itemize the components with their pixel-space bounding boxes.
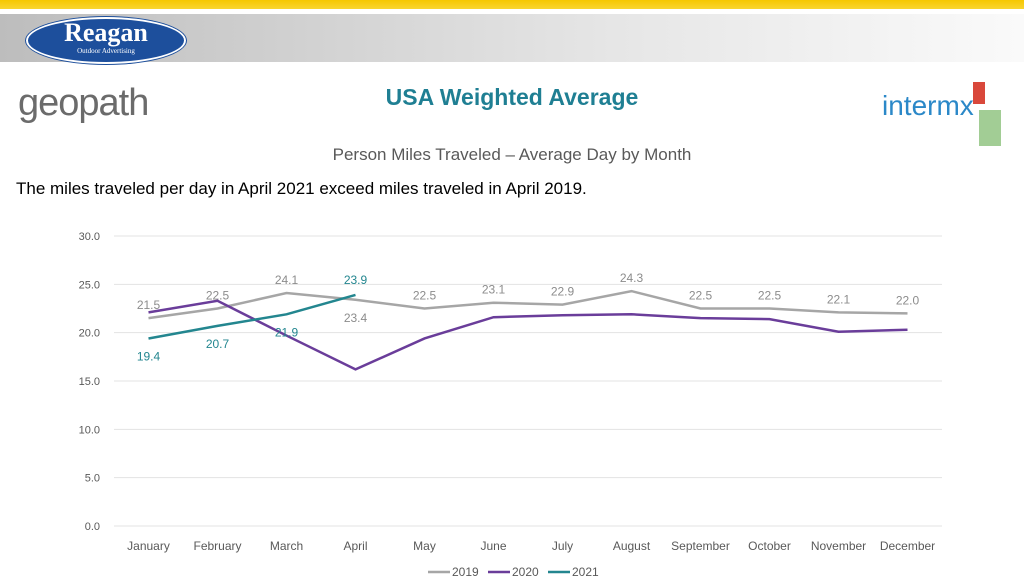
data-label-2019: 24.1 bbox=[275, 273, 299, 287]
intermx-logo-text: intermx bbox=[882, 90, 974, 121]
legend-label-2020: 2020 bbox=[512, 565, 539, 579]
y-tick-label: 15.0 bbox=[79, 376, 100, 388]
data-label-2019: 22.5 bbox=[758, 289, 782, 303]
geopath-logo: geopath bbox=[18, 82, 149, 124]
reagan-logo: Reagan Outdoor Advertising bbox=[26, 17, 186, 64]
legend-label-2019: 2019 bbox=[452, 565, 479, 579]
chart-subtitle: Person Miles Traveled – Average Day by M… bbox=[332, 145, 692, 164]
x-tick-label: February bbox=[193, 539, 241, 553]
reagan-logo-subtext: Outdoor Advertising bbox=[77, 47, 135, 55]
x-tick-label: June bbox=[480, 539, 506, 553]
x-tick-label: May bbox=[413, 539, 436, 553]
series-line-2020 bbox=[148, 299, 908, 371]
data-label-2019: 24.3 bbox=[620, 271, 644, 285]
x-tick-label: November bbox=[811, 539, 866, 553]
y-tick-label: 10.0 bbox=[79, 424, 100, 436]
x-tick-label: January bbox=[127, 539, 170, 553]
x-tick-label: October bbox=[748, 539, 791, 553]
data-label-2019: 22.9 bbox=[551, 285, 575, 299]
intermx-logo-red-block bbox=[973, 82, 985, 104]
y-tick-label: 25.0 bbox=[79, 279, 100, 291]
data-label-2019: 21.5 bbox=[137, 298, 161, 312]
y-tick-label: 30.0 bbox=[79, 231, 100, 243]
intermx-logo-green-block bbox=[979, 110, 1001, 146]
page-title: USA Weighted Average bbox=[385, 84, 639, 110]
data-label-2019: 22.5 bbox=[206, 289, 230, 303]
x-tick-label: September bbox=[671, 539, 730, 553]
intermx-logo: intermx bbox=[880, 82, 1010, 147]
x-tick-label: March bbox=[270, 539, 303, 553]
x-tick-label: July bbox=[552, 539, 573, 553]
y-tick-label: 20.0 bbox=[79, 328, 100, 340]
caption: The miles traveled per day in April 2021… bbox=[16, 179, 587, 198]
data-label-2019: 22.0 bbox=[896, 293, 920, 307]
series-line-2019 bbox=[148, 289, 908, 320]
data-label-2019: 22.5 bbox=[413, 289, 437, 303]
legend-label-2021: 2021 bbox=[572, 565, 599, 579]
data-label-2019: 23.4 bbox=[344, 311, 368, 325]
top-accent-bar bbox=[0, 0, 1024, 9]
y-tick-label: 5.0 bbox=[85, 473, 100, 485]
data-label-2019: 23.1 bbox=[482, 283, 506, 297]
y-tick-label: 0.0 bbox=[85, 521, 100, 533]
data-label-2021: 20.7 bbox=[206, 337, 230, 351]
data-label-2021: 21.9 bbox=[275, 325, 299, 339]
series-line-2021 bbox=[148, 293, 356, 340]
x-tick-label: December bbox=[880, 539, 935, 553]
reagan-logo-text: Reagan bbox=[64, 18, 148, 47]
x-tick-label: August bbox=[613, 539, 651, 553]
data-label-2021: 23.9 bbox=[344, 273, 368, 287]
data-label-2019: 22.5 bbox=[689, 289, 713, 303]
data-label-2019: 22.1 bbox=[827, 292, 851, 306]
x-tick-label: April bbox=[343, 539, 367, 553]
data-label-2021: 19.4 bbox=[137, 349, 161, 363]
